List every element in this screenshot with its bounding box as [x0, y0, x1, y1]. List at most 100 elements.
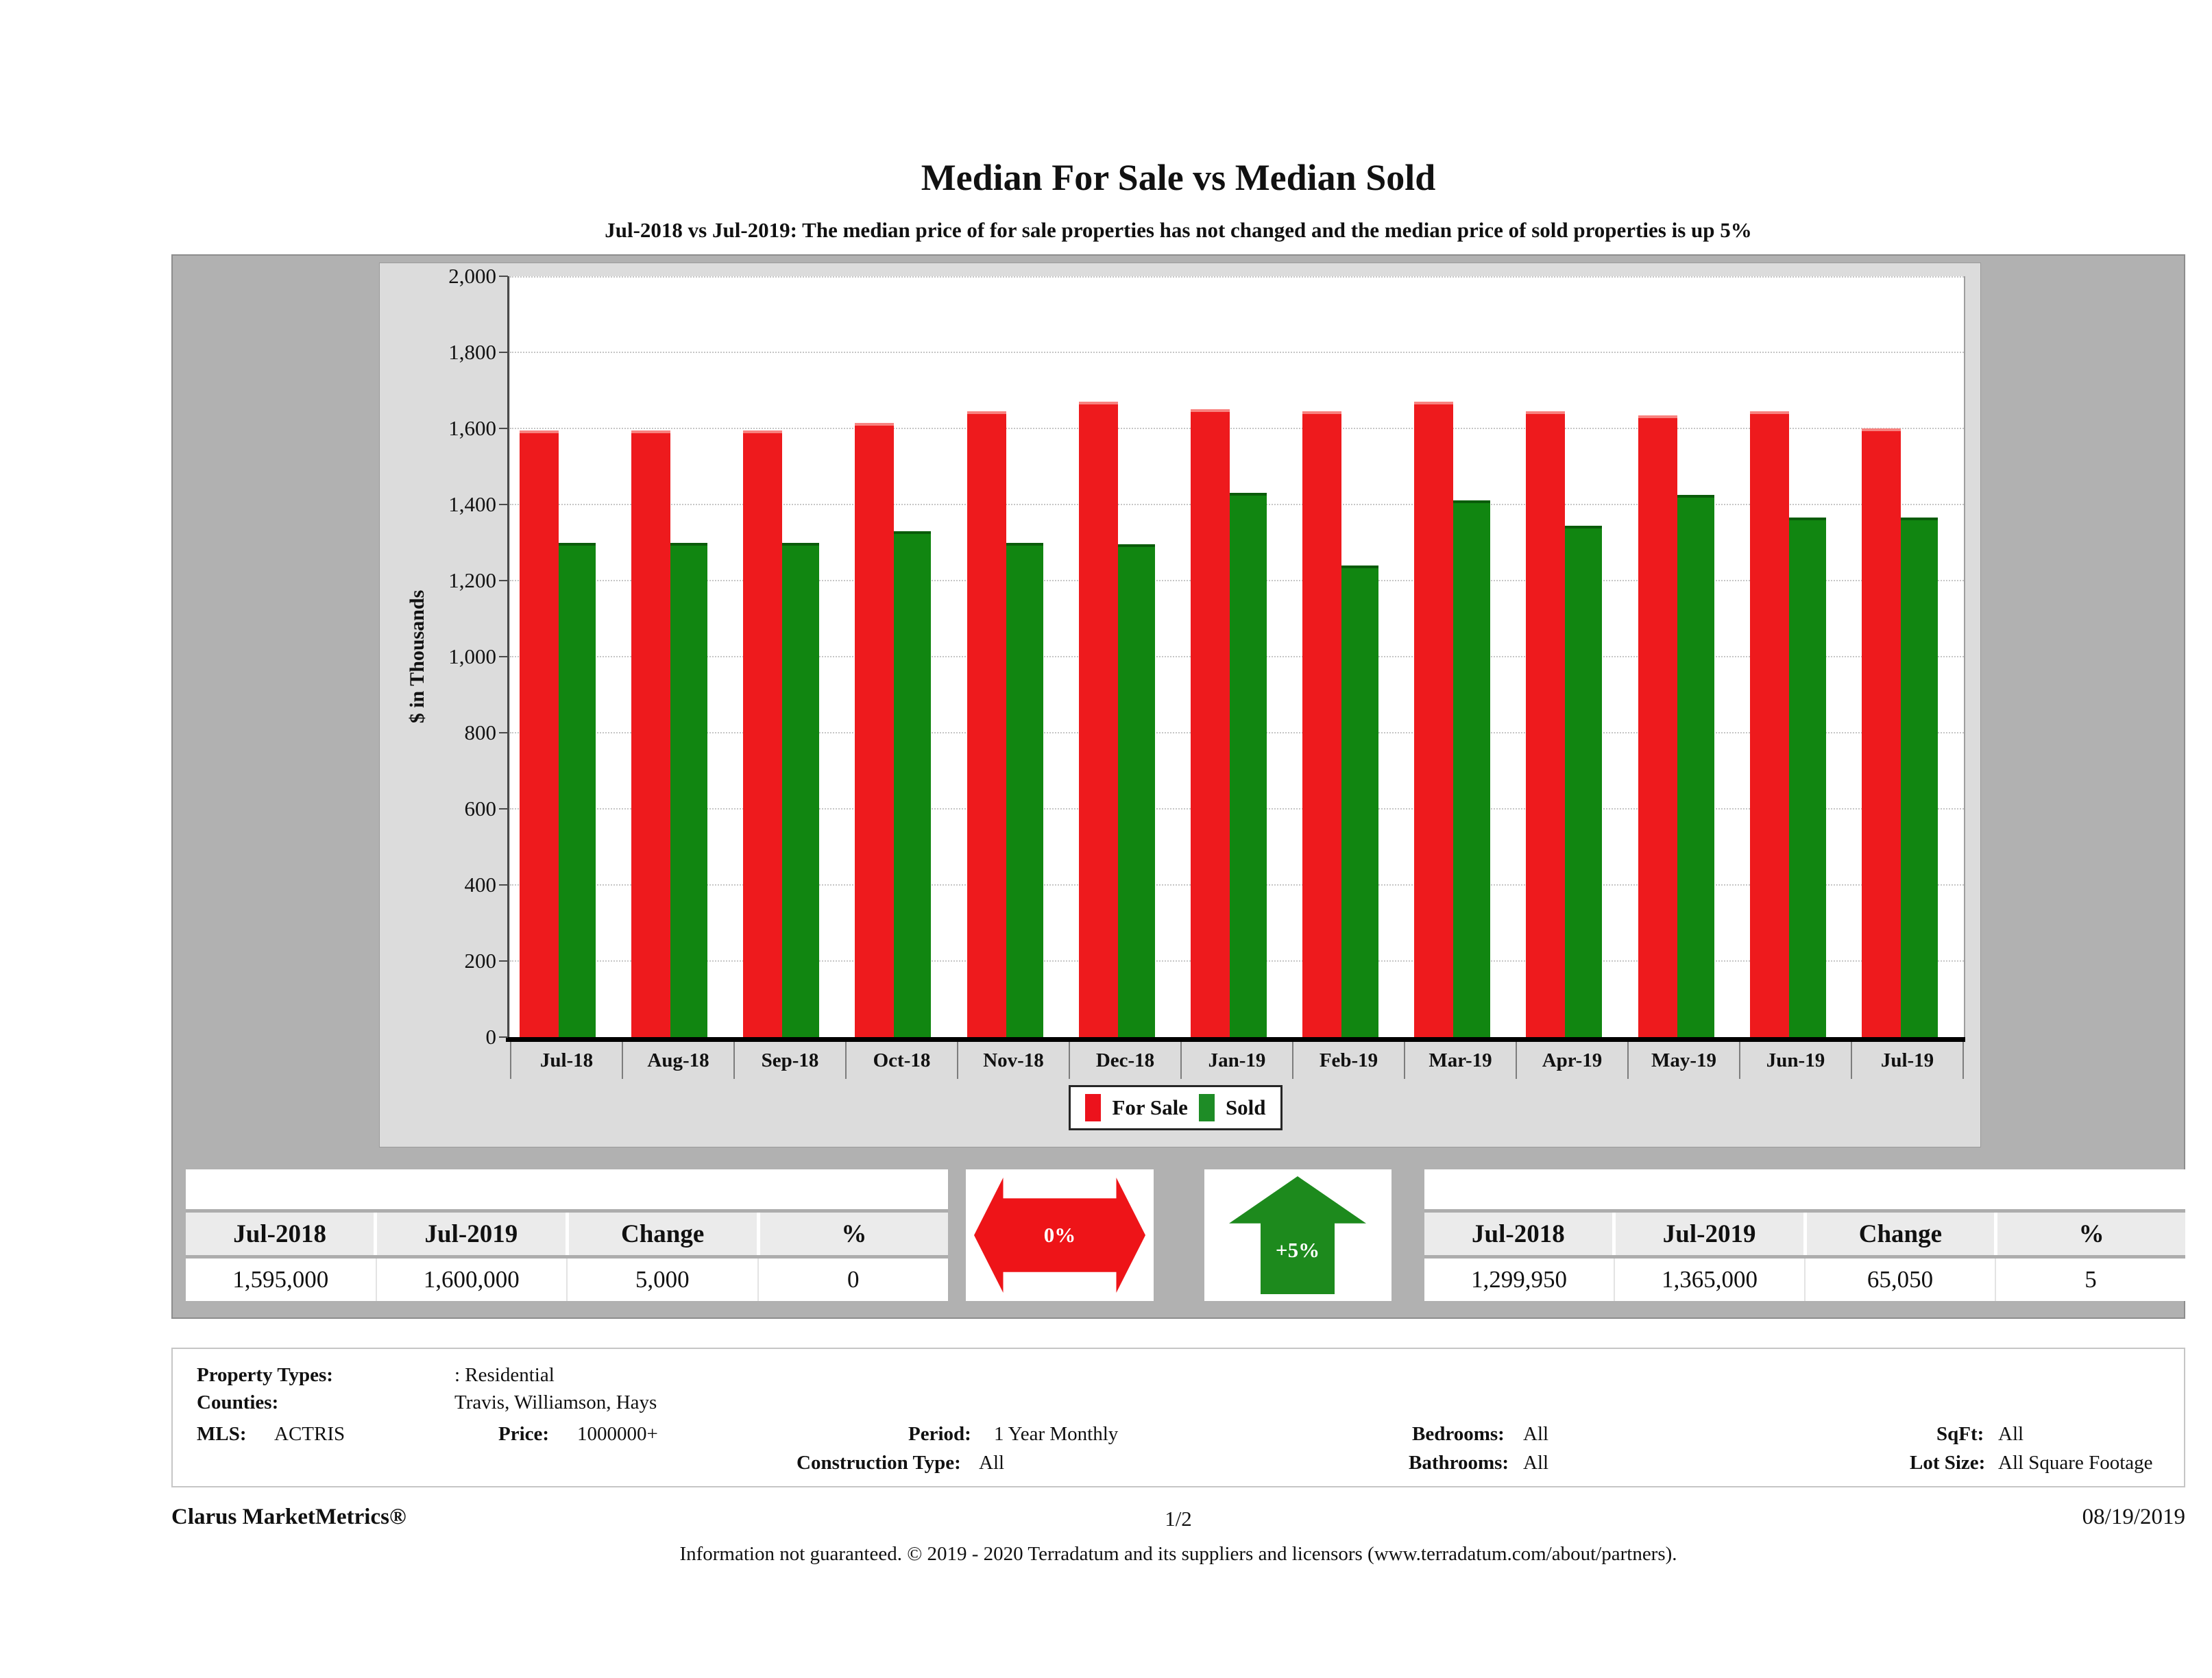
bar-slot [510, 276, 622, 1037]
chart-legend: For Sale Sold [1069, 1085, 1283, 1130]
disclaimer-text: Information not guaranteed. © 2019 - 202… [679, 1543, 1677, 1565]
for-sale-bar [631, 430, 671, 1037]
sqft-value: All [1998, 1423, 2024, 1445]
for-sale-legend-swatch [1085, 1094, 1102, 1121]
table-cell: 1,595,000 [186, 1258, 376, 1301]
construction-type-label: Construction Type: [797, 1452, 961, 1474]
sold-bar [1117, 544, 1155, 1037]
for-sale-bar [1861, 428, 1901, 1037]
construction-type-value: All [979, 1452, 1005, 1474]
mls-value: ACTRIS [274, 1423, 345, 1445]
month-label: Sep-18 [733, 1042, 845, 1079]
bar-slot [733, 276, 845, 1037]
sold-bar [1565, 525, 1603, 1037]
month-label: Jun-19 [1739, 1042, 1851, 1079]
sold-change-label: +5% [1275, 1238, 1320, 1262]
y-tick-label: 1,600 [448, 416, 496, 440]
for-sale-bar [520, 430, 559, 1037]
month-label: Dec-18 [1069, 1042, 1180, 1079]
month-label: Oct-18 [845, 1042, 957, 1079]
bathrooms-label: Bathrooms: [1409, 1452, 1509, 1474]
bar-slot [1516, 276, 1628, 1037]
property-types-value: : Residential [454, 1364, 555, 1386]
table-cell: 1,365,000 [1615, 1258, 1804, 1301]
table-cell: 1,600,000 [376, 1258, 566, 1301]
y-tick-mark [499, 960, 508, 962]
page-number: 1/2 [1165, 1507, 1192, 1531]
bar-slot [622, 276, 733, 1037]
for-sale-summary-table: Jul-2018 Jul-2019 Change % 1,595,000 1,6… [186, 1169, 948, 1301]
period-value: 1 Year Monthly [994, 1423, 1119, 1445]
bedrooms-value: All [1523, 1423, 1549, 1445]
sqft-label: SqFt: [1936, 1423, 1984, 1445]
column-header: % [1997, 1213, 2185, 1255]
table-cell: 1,299,950 [1424, 1258, 1614, 1301]
month-label: Jul-19 [1851, 1042, 1964, 1079]
y-tick-label: 2,000 [448, 264, 496, 288]
bar-slot [845, 276, 957, 1037]
bedrooms-label: Bedrooms: [1412, 1423, 1505, 1445]
lot-size-value: All Square Footage [1998, 1452, 2153, 1474]
month-label: Jan-19 [1180, 1042, 1292, 1079]
sold-bar [1900, 518, 1938, 1037]
counties-label: Counties: [197, 1391, 279, 1413]
table-divider [186, 1255, 948, 1258]
y-tick-label: 400 [464, 873, 497, 897]
lot-size-label: Lot Size: [1910, 1452, 1986, 1474]
table-spacer-row [1424, 1169, 2185, 1209]
period-label: Period: [908, 1423, 971, 1445]
up-change-arrow-icon: +5% [1229, 1176, 1366, 1294]
for-sale-bar [1526, 411, 1566, 1037]
for-sale-bar [1302, 411, 1342, 1037]
month-label: Mar-19 [1404, 1042, 1516, 1079]
flat-change-arrow-icon: 0% [974, 1178, 1145, 1293]
y-tick-label: 1,800 [448, 340, 496, 364]
table-divider [1424, 1209, 2185, 1213]
table-header-row: Jul-2018 Jul-2019 Change % [186, 1213, 948, 1255]
page-title: Median For Sale vs Median Sold [921, 157, 1436, 198]
sold-bar [1788, 518, 1826, 1037]
gridline [510, 352, 1964, 353]
y-tick-label: 800 [464, 720, 497, 744]
bar-slot [1852, 276, 1964, 1037]
page-subtitle: Jul-2018 vs Jul-2019: The median price o… [605, 218, 1752, 242]
y-tick-label: 1,200 [448, 568, 496, 592]
y-tick-label: 0 [485, 1025, 497, 1049]
y-tick-mark [499, 884, 508, 886]
column-header: Change [568, 1213, 757, 1255]
sold-bar [1453, 500, 1491, 1037]
table-cell: 5 [1996, 1258, 2185, 1301]
y-tick-mark [499, 808, 508, 810]
y-tick-mark [499, 504, 508, 505]
sold-bar [1677, 495, 1714, 1037]
for-sale-bar [1638, 415, 1677, 1037]
y-tick-label: 200 [464, 949, 497, 973]
y-tick-label: 1,400 [448, 492, 496, 516]
gridline [510, 276, 1964, 278]
bathrooms-value: All [1523, 1452, 1549, 1474]
price-label: Price: [498, 1423, 550, 1445]
column-header: Jul-2018 [1424, 1213, 1612, 1255]
table-cell: 5,000 [568, 1258, 757, 1301]
table-cell: 65,050 [1806, 1258, 1995, 1301]
month-label: Feb-19 [1292, 1042, 1404, 1079]
for-sale-indicator-card: 0% [966, 1169, 1154, 1301]
sold-bar [782, 542, 820, 1037]
sold-indicator-card: +5% [1204, 1169, 1391, 1301]
y-tick-mark [499, 276, 508, 277]
chart-panel: $ in Thousands Jul-18 Aug-18 Sep-18 Oct-18 N… [379, 263, 1981, 1147]
sold-bar [1229, 493, 1267, 1037]
for-sale-bar [1078, 402, 1118, 1037]
y-tick-mark [499, 732, 508, 733]
table-spacer-row [186, 1169, 948, 1209]
table-divider [1424, 1255, 2185, 1258]
report-header: Median For Sale vs Median Sold Jul-2018 … [171, 0, 2185, 243]
table-row: 1,299,950 1,365,000 65,050 5 [1424, 1258, 2185, 1301]
sold-bar [559, 542, 596, 1037]
for-sale-change-label: 0% [1043, 1223, 1076, 1247]
month-label: Nov-18 [957, 1042, 1069, 1079]
y-tick-mark [499, 580, 508, 581]
sold-bar [1006, 542, 1043, 1037]
sold-summary-table: Jul-2018 Jul-2019 Change % 1,299,950 1,3… [1424, 1169, 2185, 1301]
for-sale-bar [743, 430, 783, 1037]
